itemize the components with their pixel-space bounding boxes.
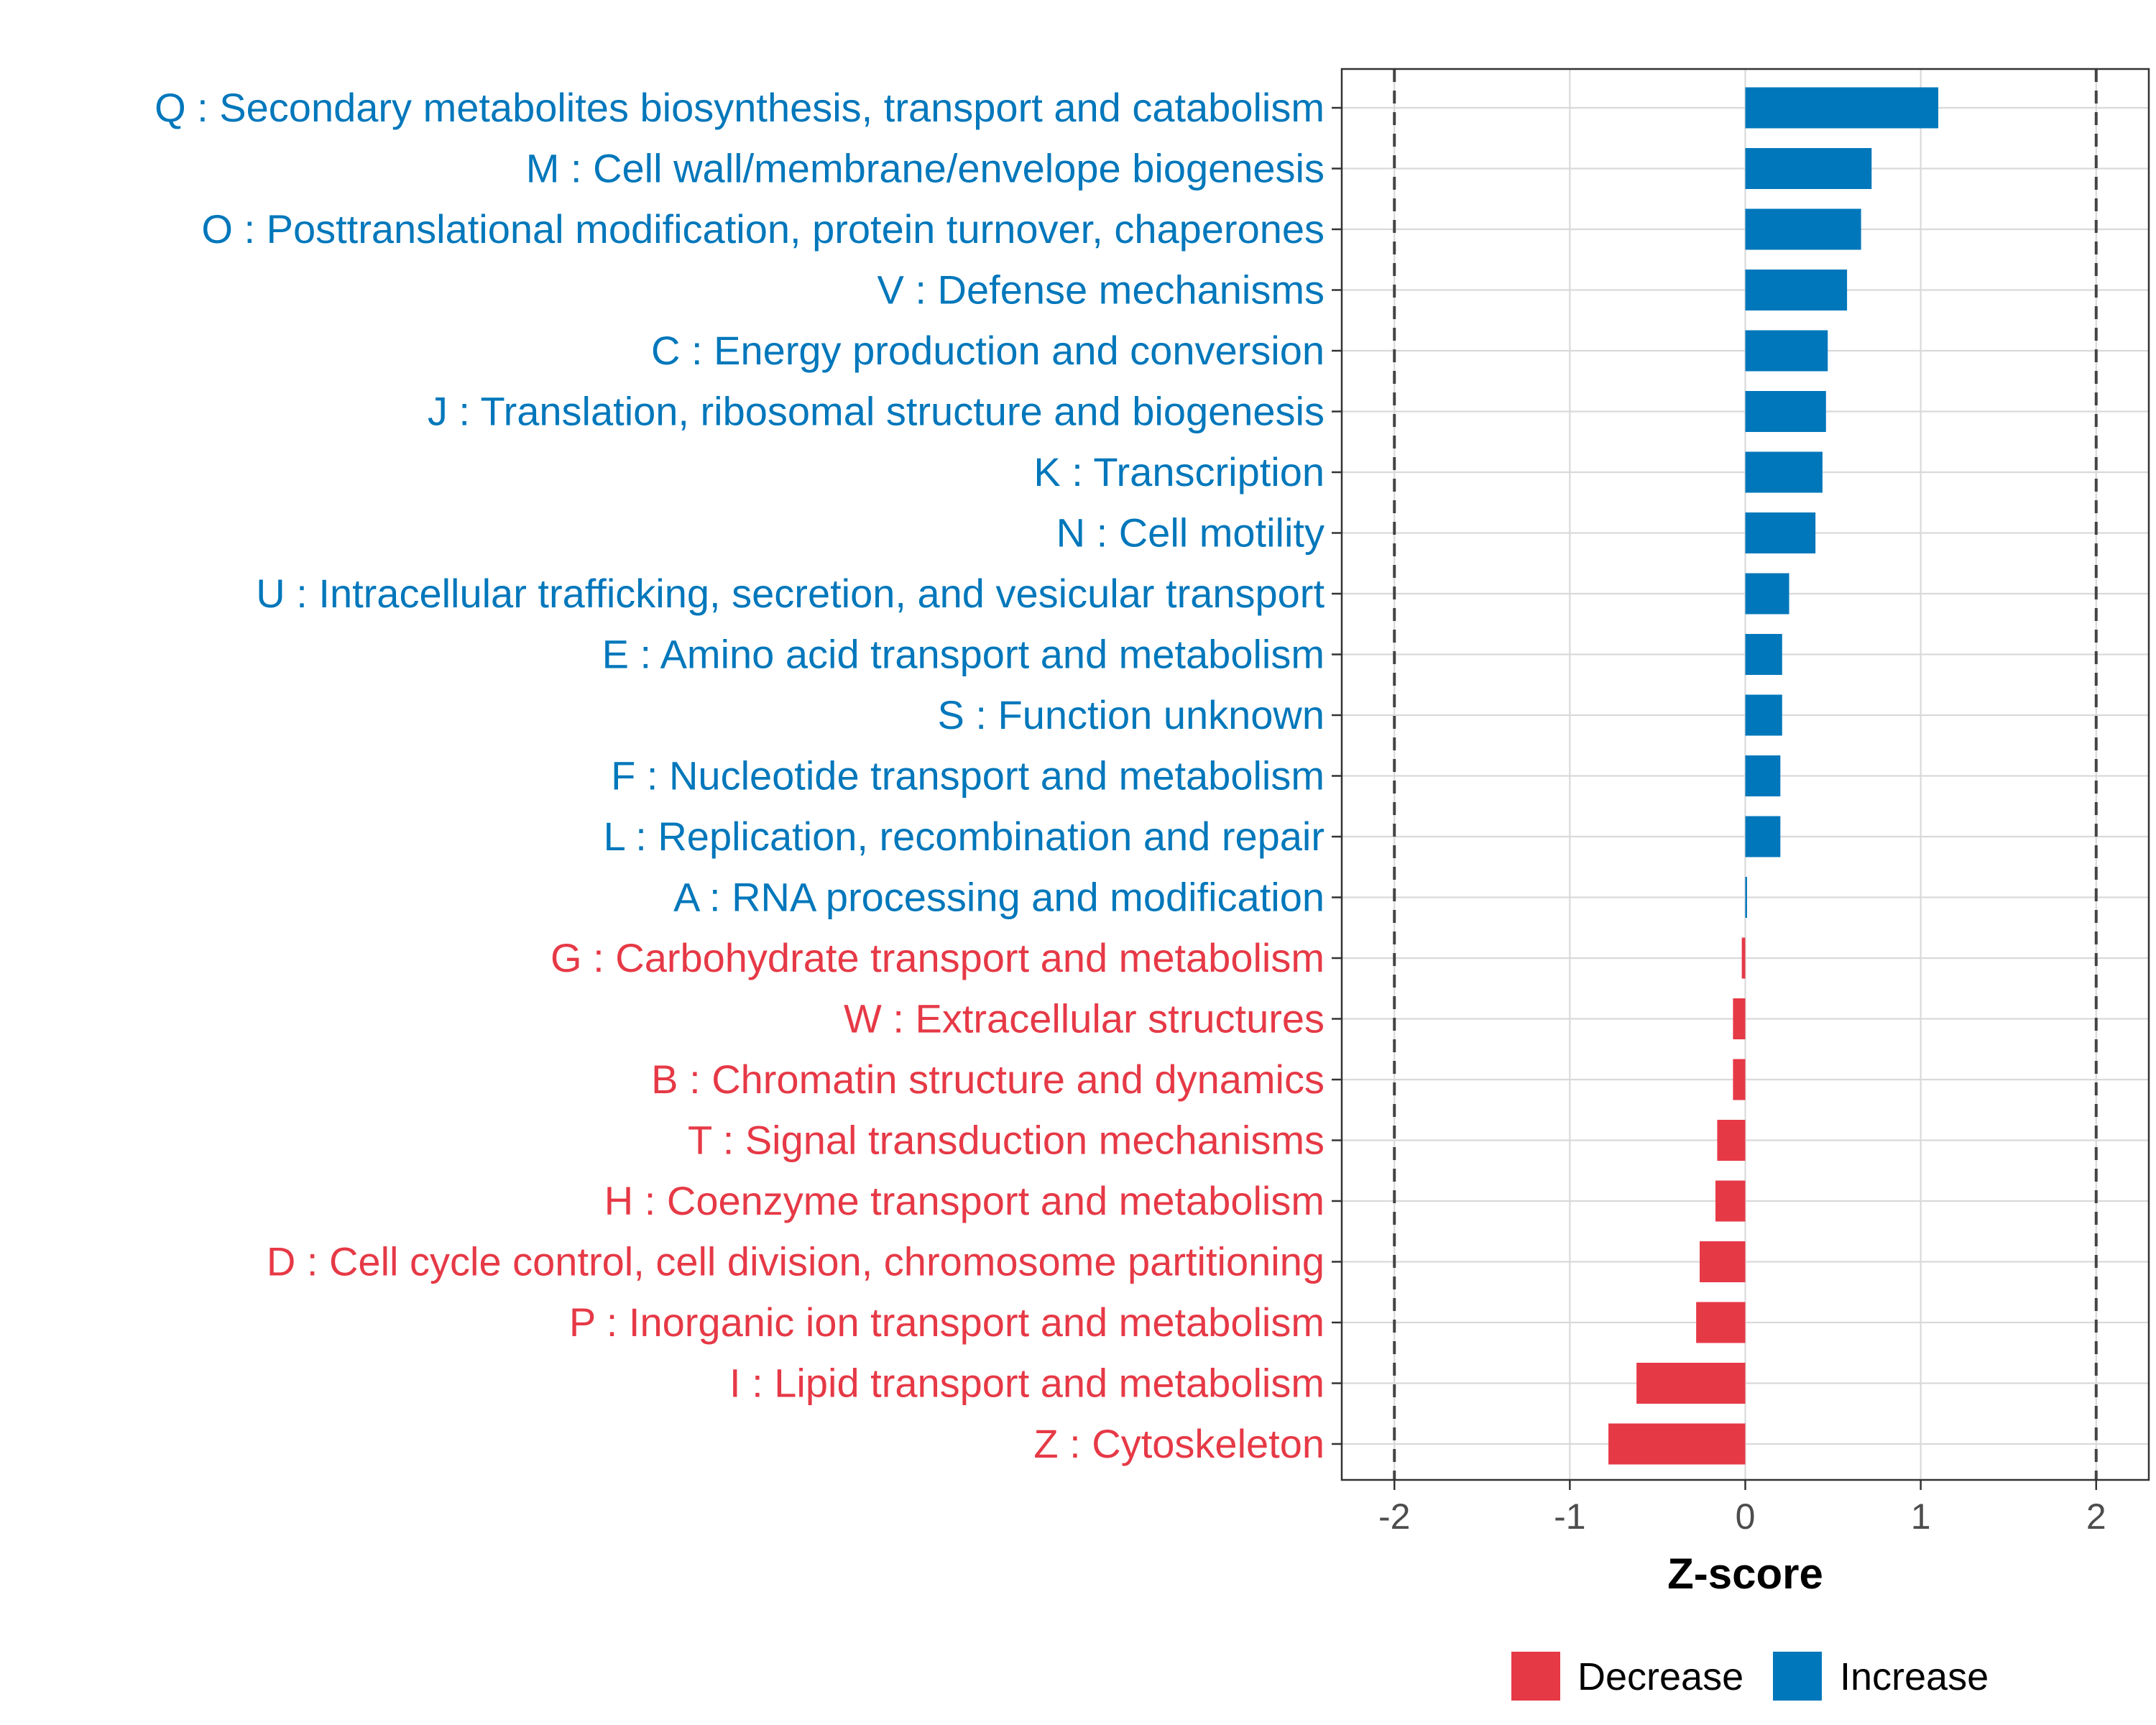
category-label-6: K : Transcription bbox=[1033, 449, 1325, 494]
x-axis-ticks: -2 -1 0 1 2 bbox=[1378, 1480, 2106, 1537]
category-label-18: H : Coenzyme transport and metabolism bbox=[604, 1178, 1325, 1223]
legend-label-increase: Increase bbox=[1840, 1655, 1989, 1698]
category-label-14: G : Carbohydrate transport and metabolis… bbox=[550, 935, 1325, 980]
bar-13 bbox=[1745, 877, 1747, 918]
legend-swatch-increase bbox=[1773, 1652, 1822, 1701]
category-label-3: V : Defense mechanisms bbox=[877, 267, 1325, 313]
bar-20 bbox=[1696, 1302, 1746, 1343]
category-label-8: U : Intracellular trafficking, secretion… bbox=[256, 571, 1325, 616]
reference-lines bbox=[1393, 69, 2098, 1480]
y-axis-category-labels: Q : Secondary metabolites biosynthesis, … bbox=[155, 85, 1325, 1466]
category-label-12: L : Replication, recombination and repai… bbox=[604, 814, 1325, 859]
category-label-5: J : Translation, ribosomal structure and… bbox=[428, 389, 1325, 434]
bar-10 bbox=[1745, 694, 1782, 736]
bar-15 bbox=[1733, 998, 1746, 1039]
bar-4 bbox=[1745, 330, 1828, 372]
y-axis-ticks bbox=[1332, 106, 1342, 1445]
bar-1 bbox=[1745, 148, 1872, 189]
bar-9 bbox=[1745, 634, 1782, 675]
bar-11 bbox=[1745, 755, 1781, 796]
bar-8 bbox=[1745, 573, 1789, 615]
bar-3 bbox=[1745, 270, 1848, 310]
category-label-1: M : Cell wall/membrane/envelope biogenes… bbox=[526, 146, 1325, 191]
bar-14 bbox=[1741, 937, 1746, 979]
category-label-7: N : Cell motility bbox=[1056, 510, 1325, 556]
x-tick-label-4: 2 bbox=[2086, 1496, 2106, 1537]
category-label-9: E : Amino acid transport and metabolism bbox=[602, 632, 1325, 677]
category-label-15: W : Extracellular structures bbox=[844, 996, 1325, 1041]
bar-7 bbox=[1745, 512, 1816, 553]
category-label-2: O : Posttranslational modification, prot… bbox=[201, 206, 1325, 252]
category-label-20: P : Inorganic ion transport and metaboli… bbox=[569, 1300, 1325, 1345]
legend-label-decrease: Decrease bbox=[1577, 1655, 1743, 1698]
category-label-4: C : Energy production and conversion bbox=[651, 328, 1325, 373]
category-label-11: F : Nucleotide transport and metabolism bbox=[611, 753, 1325, 799]
category-label-21: I : Lipid transport and metabolism bbox=[729, 1361, 1325, 1406]
bar-5 bbox=[1745, 391, 1826, 432]
category-label-19: D : Cell cycle control, cell division, c… bbox=[267, 1239, 1325, 1284]
bar-18 bbox=[1715, 1180, 1746, 1222]
category-label-22: Z : Cytoskeleton bbox=[1033, 1421, 1325, 1466]
bar-0 bbox=[1745, 87, 1939, 129]
bar-12 bbox=[1745, 816, 1781, 857]
category-label-13: A : RNA processing and modification bbox=[673, 875, 1325, 920]
bars bbox=[1608, 87, 1939, 1465]
legend-swatch-decrease bbox=[1511, 1652, 1560, 1701]
bar-22 bbox=[1608, 1423, 1746, 1465]
x-tick-label-2: 0 bbox=[1736, 1496, 1756, 1537]
bar-16 bbox=[1733, 1059, 1746, 1100]
bar-2 bbox=[1745, 208, 1861, 250]
x-tick-label-1: -1 bbox=[1554, 1496, 1585, 1537]
bar-21 bbox=[1636, 1363, 1746, 1404]
legend: Decrease Increase bbox=[1511, 1652, 1989, 1701]
category-label-0: Q : Secondary metabolites biosynthesis, … bbox=[155, 85, 1325, 130]
category-label-10: S : Function unknown bbox=[937, 692, 1325, 737]
bar-19 bbox=[1700, 1241, 1746, 1282]
x-tick-label-3: 1 bbox=[1911, 1496, 1931, 1537]
x-tick-label-0: -2 bbox=[1378, 1496, 1410, 1537]
category-label-17: T : Signal transduction mechanisms bbox=[688, 1118, 1325, 1163]
bar-17 bbox=[1717, 1120, 1746, 1161]
bar-6 bbox=[1745, 451, 1823, 493]
x-axis-title: Z-score bbox=[1667, 1550, 1823, 1598]
category-label-16: B : Chromatin structure and dynamics bbox=[651, 1057, 1325, 1102]
